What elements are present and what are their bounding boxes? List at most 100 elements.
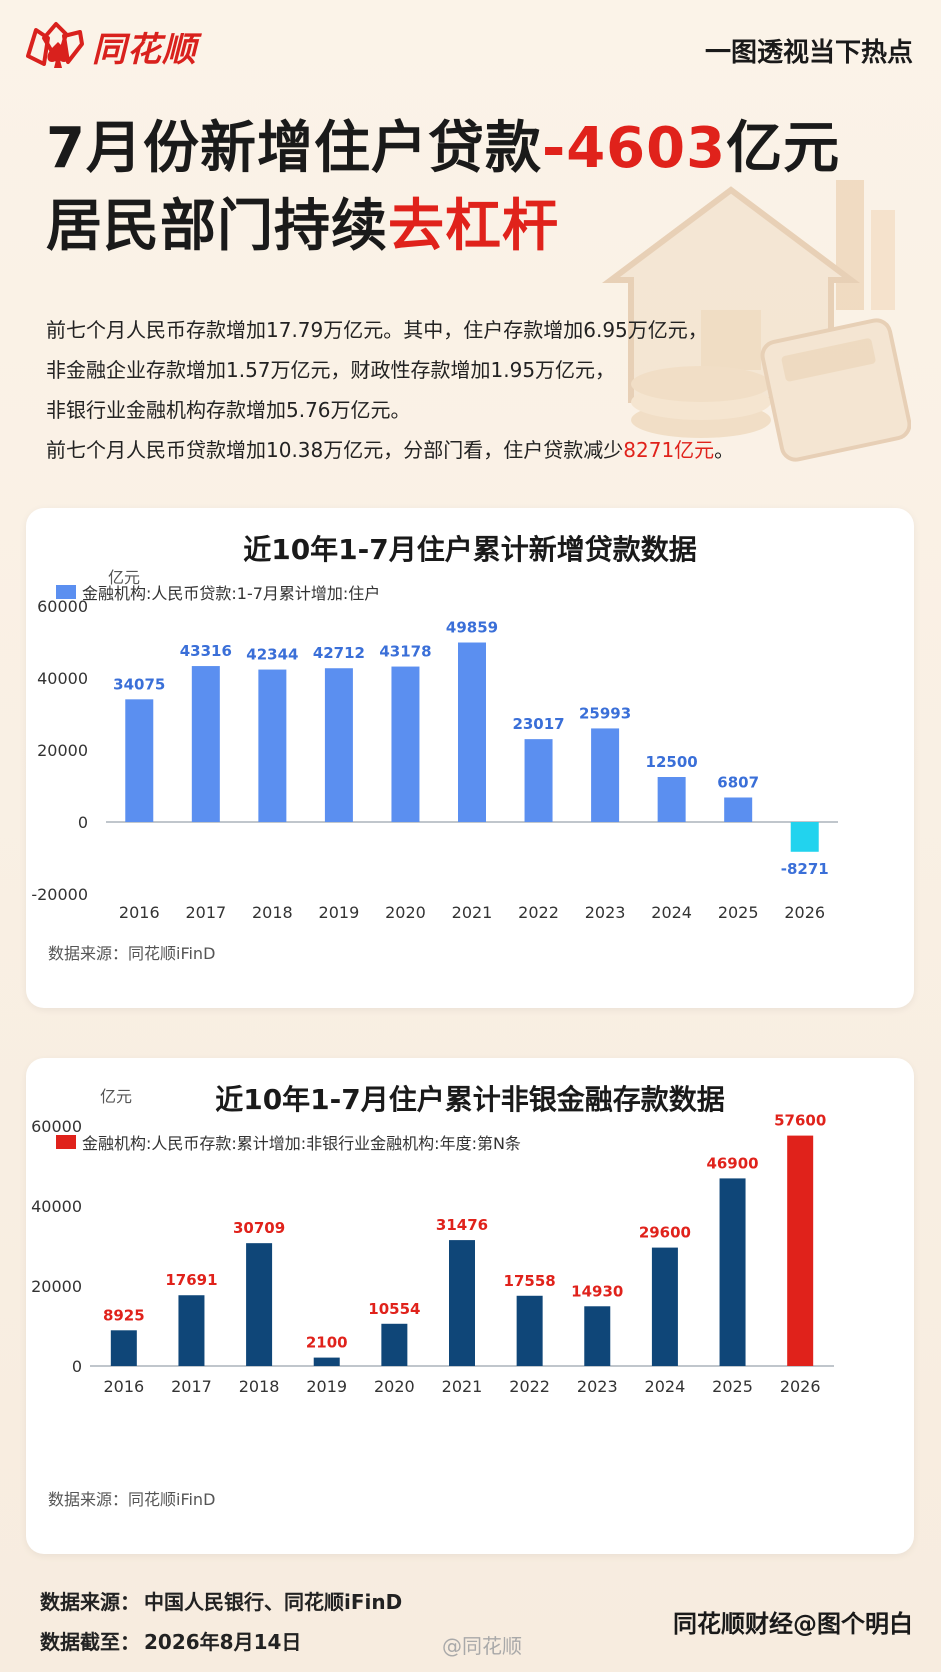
bar-2021	[458, 642, 486, 822]
intro-line: 非银行业金融机构存款增加5.76万亿元。	[46, 398, 411, 422]
bar-2019	[324, 668, 353, 822]
headline-text: 居民部门持续	[46, 194, 388, 259]
x-tick-label: 2026	[784, 903, 825, 922]
watermark: @同花顺	[442, 1634, 522, 1658]
data-label: 43178	[379, 643, 431, 661]
brand-logo[interactable]: 同花顺	[22, 18, 197, 74]
bar-2026	[790, 822, 819, 852]
house-calculator-illustration	[602, 180, 911, 462]
legend-swatch	[56, 1135, 76, 1149]
data-label: 46900	[706, 1154, 758, 1172]
data-label: 14930	[571, 1282, 623, 1300]
chart-card-nonbank-deposits: 近10年1-7月住户累计非银金融存款数据 金融机构:人民币存款:累计增加:非银行…	[26, 1058, 914, 1554]
y-tick-label: 60000	[31, 1117, 82, 1136]
footer-label: 数据来源：	[40, 1590, 140, 1614]
x-tick-label: 2018	[239, 1377, 280, 1396]
bar-chart-household-loans: 亿元 60000 40000 20000 0 -20000 34075 2016 43316 20…	[31, 568, 838, 922]
data-label: 17691	[165, 1271, 217, 1289]
bar-2018	[258, 669, 287, 822]
y-tick-label: 40000	[37, 669, 88, 688]
headline-text: 7月份新增住户贷款	[46, 116, 542, 181]
x-tick-label: 2023	[577, 1377, 618, 1396]
data-label: 25993	[579, 704, 631, 722]
x-tick-label: 2016	[119, 903, 160, 922]
bar-2023	[591, 728, 620, 822]
data-label: 6807	[717, 773, 759, 791]
intro-paragraph: 前七个月人民币存款增加17.79万亿元。其中，住户存款增加6.95万亿元， 非金…	[46, 310, 806, 470]
bar-2020	[381, 1323, 408, 1366]
x-tick-label: 2016	[103, 1377, 144, 1396]
x-tick-label: 2020	[374, 1377, 415, 1396]
x-tick-label: 2020	[385, 903, 426, 922]
x-tick-label: 2023	[585, 903, 626, 922]
bar-2025	[719, 1178, 746, 1366]
data-label: 57600	[774, 1112, 826, 1130]
x-tick-label: 2025	[712, 1377, 753, 1396]
header-tagline: 一图透视当下热点	[704, 38, 913, 68]
data-label: 42344	[246, 646, 298, 664]
footer-value: 2026年8月14日	[144, 1630, 302, 1654]
bar-2016	[110, 1330, 137, 1366]
chart-source: 数据来源：同花顺iFinD	[48, 944, 216, 963]
y-tick-label: 60000	[37, 597, 88, 616]
footer-label: 数据截至：	[40, 1630, 140, 1654]
headline-unit: 亿元	[726, 116, 841, 181]
data-label: 12500	[646, 753, 698, 771]
data-label: 8925	[103, 1306, 145, 1324]
bar-2023	[584, 1306, 611, 1366]
footer-meta: 数据来源： 中国人民银行、同花顺iFinD 数据截至： 2026年8月14日	[40, 1582, 402, 1662]
data-label: 17558	[504, 1272, 556, 1290]
data-label: 23017	[512, 715, 564, 733]
data-label: 10554	[368, 1300, 420, 1318]
chart-title: 近10年1-7月住户累计非银金融存款数据	[215, 1083, 725, 1116]
x-tick-label: 2022	[518, 903, 559, 922]
y-tick-label: 20000	[37, 741, 88, 760]
chart-title: 近10年1-7月住户累计新增贷款数据	[243, 533, 697, 566]
intro-highlight: 8271亿元	[623, 438, 715, 462]
logo-fan-icon	[26, 22, 84, 68]
y-axis-unit: 亿元	[100, 1087, 132, 1106]
footer-source-row: 数据来源： 中国人民银行、同花顺iFinD	[40, 1582, 402, 1622]
data-label: 49859	[446, 619, 498, 637]
header: 同花顺 一图透视当下热点	[0, 0, 941, 90]
legend-label: 金融机构:人民币存款:累计增加:非银行业金融机构:年度:第N条	[82, 1134, 521, 1153]
bar-2024	[657, 777, 686, 822]
x-tick-label: 2021	[442, 1377, 483, 1396]
bar-2025	[724, 797, 753, 822]
bar-2016	[125, 699, 154, 822]
data-label: 43316	[180, 642, 232, 660]
intro-text: 前七个月人民币贷款增加10.38万亿元，分部门看，住户贷款减少	[46, 438, 624, 462]
bar-2020	[391, 666, 420, 822]
data-label: 34075	[113, 675, 165, 693]
x-tick-label: 2022	[509, 1377, 550, 1396]
x-tick-label: 2019	[319, 903, 360, 922]
data-label: -8271	[781, 860, 829, 878]
bar-2017	[178, 1295, 205, 1366]
y-tick-label: -20000	[31, 885, 88, 904]
bar-2026	[787, 1135, 814, 1366]
x-tick-label: 2017	[185, 903, 226, 922]
bar-2017	[191, 666, 220, 822]
x-tick-label: 2019	[306, 1377, 347, 1396]
headline-line-2: 居民部门持续去杠杆	[46, 188, 906, 266]
bar-2018	[246, 1243, 273, 1366]
y-tick-label: 40000	[31, 1197, 82, 1216]
bar-2019	[313, 1357, 340, 1366]
intro-line: 非金融企业存款增加1.57万亿元，财政性存款增加1.95万亿元，	[46, 358, 616, 382]
bar-chart-nonbank-deposits: 亿元 60000 40000 20000 0 8925 2016 17691 2017 30709…	[31, 1087, 834, 1396]
legend-label: 金融机构:人民币贷款:1-7月累计增加:住户	[82, 584, 381, 603]
chart-legend: 金融机构:人民币存款:累计增加:非银行业金融机构:年度:第N条	[56, 1130, 521, 1154]
bar-2021	[449, 1240, 475, 1366]
y-tick-label: 20000	[31, 1277, 82, 1296]
chart-card-household-loans: 近10年1-7月住户累计新增贷款数据 金融机构:人民币贷款:1-7月累计增加:住…	[26, 508, 914, 1008]
bar-2022	[524, 739, 553, 822]
intro-line: 前七个月人民币存款增加17.79万亿元。其中，住户存款增加6.95万亿元，	[46, 318, 708, 342]
data-label: 42712	[313, 644, 365, 662]
data-label: 2100	[306, 1334, 348, 1352]
intro-text: 。	[714, 438, 735, 462]
y-tick-label: 0	[78, 813, 88, 832]
logo-text: 同花顺	[92, 29, 197, 70]
chart-source: 数据来源：同花顺iFinD	[48, 1490, 216, 1509]
chart-legend: 金融机构:人民币贷款:1-7月累计增加:住户	[56, 580, 380, 604]
data-label: 30709	[233, 1219, 285, 1237]
